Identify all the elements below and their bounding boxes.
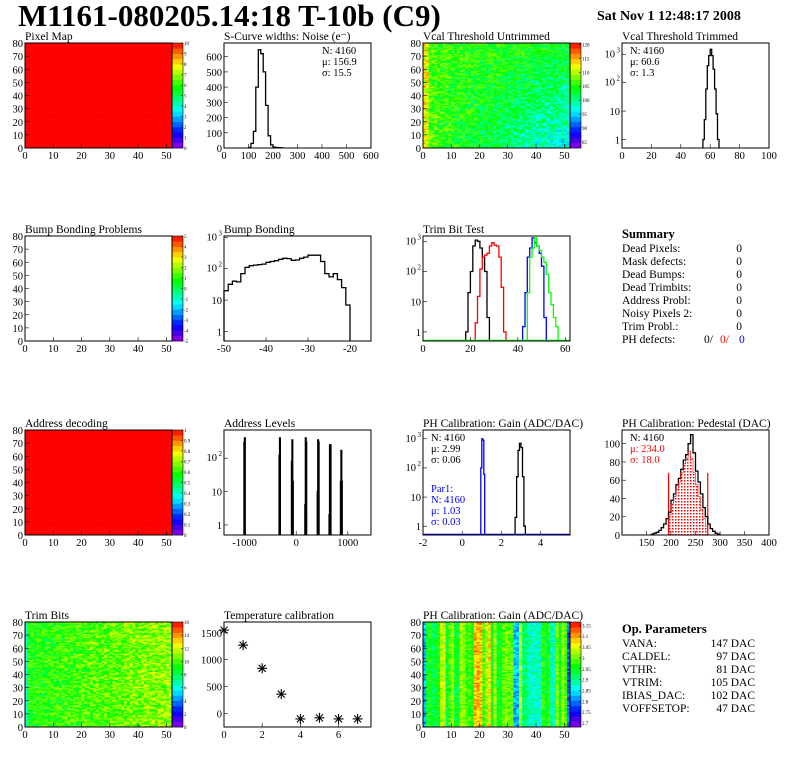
chart-title: Pixel Map: [25, 31, 73, 43]
